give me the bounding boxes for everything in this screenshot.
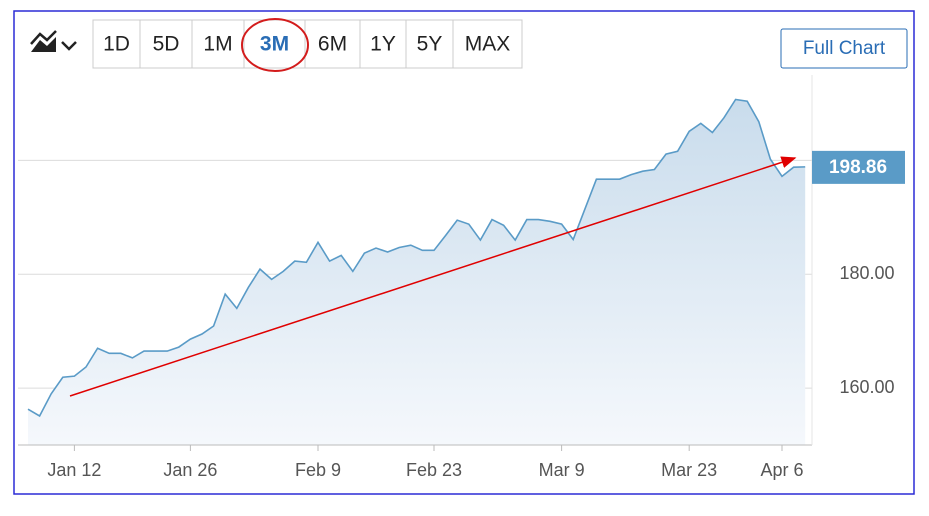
x-tick-label: Feb 9	[295, 460, 341, 480]
x-tick-label: Apr 6	[760, 460, 803, 480]
chart-type-menu[interactable]	[30, 30, 77, 52]
range-button[interactable]: 3M	[260, 33, 289, 56]
full-chart-label[interactable]: Full Chart	[803, 38, 886, 59]
x-tick-label: Jan 12	[47, 460, 101, 480]
last-price-label: 198.86	[829, 157, 887, 178]
last-price-tag	[812, 150, 905, 184]
x-tick-label: Mar 9	[539, 460, 585, 480]
range-button[interactable]: 6M	[318, 33, 347, 56]
y-tick-label: 160.00	[839, 377, 894, 397]
x-tick-label: Mar 23	[661, 460, 717, 480]
plot: 160.00 180.00 Jan 12 Jan 26 Feb 9 Feb 23 Mar 9…	[18, 75, 905, 480]
y-tick-label: 180.00	[839, 263, 894, 283]
range-button[interactable]: 5D	[153, 33, 180, 56]
x-tick-label: Jan 26	[163, 460, 217, 480]
trend-arrow	[69, 156, 797, 397]
range-button[interactable]: MAX	[465, 33, 511, 56]
range-button[interactable]: 5Y	[417, 33, 443, 56]
range-button[interactable]: 1M	[203, 33, 232, 56]
x-tick-label: Feb 23	[406, 460, 462, 480]
full-chart-button[interactable]	[780, 28, 908, 69]
range-button[interactable]: 1D	[103, 33, 130, 56]
price-line	[27, 98, 806, 418]
range-button[interactable]: 1Y	[370, 33, 396, 56]
highlight-circle	[241, 18, 309, 72]
area-fill	[28, 99, 806, 445]
